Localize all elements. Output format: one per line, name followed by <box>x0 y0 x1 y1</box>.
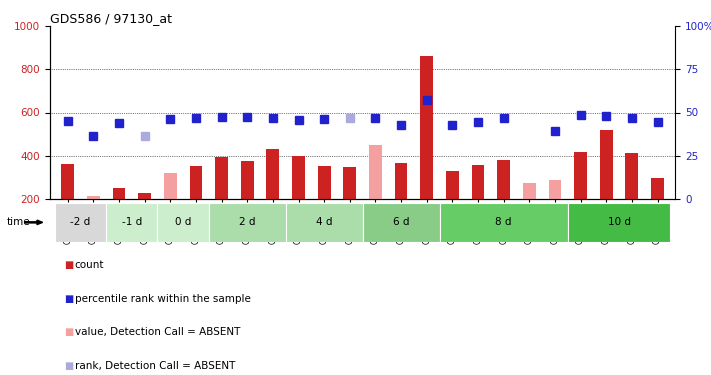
Bar <box>548 180 562 199</box>
Bar <box>55 202 106 242</box>
Bar <box>369 145 382 199</box>
Bar <box>420 57 433 199</box>
Bar <box>395 163 407 199</box>
Text: 8 d: 8 d <box>496 217 512 227</box>
Text: -2 d: -2 d <box>70 217 91 227</box>
Bar <box>61 164 74 199</box>
Bar <box>157 202 209 242</box>
Text: ■: ■ <box>64 260 73 270</box>
Bar <box>600 130 613 199</box>
Text: 2 d: 2 d <box>239 217 255 227</box>
Text: rank, Detection Call = ABSENT: rank, Detection Call = ABSENT <box>75 361 235 371</box>
Text: -1 d: -1 d <box>122 217 142 227</box>
Bar <box>241 161 254 199</box>
Bar <box>626 153 638 199</box>
Text: percentile rank within the sample: percentile rank within the sample <box>75 294 250 304</box>
Bar <box>190 166 203 199</box>
Bar <box>523 183 535 199</box>
Bar <box>651 178 664 199</box>
Bar <box>286 202 363 242</box>
Text: GDS586 / 97130_at: GDS586 / 97130_at <box>50 12 172 25</box>
Text: time: time <box>7 217 31 227</box>
Bar <box>209 202 286 242</box>
Text: 0 d: 0 d <box>175 217 191 227</box>
Bar <box>292 156 305 199</box>
Bar <box>106 202 157 242</box>
Text: ■: ■ <box>64 294 73 304</box>
Text: 4 d: 4 d <box>316 217 333 227</box>
Bar <box>318 166 331 199</box>
Text: value, Detection Call = ABSENT: value, Detection Call = ABSENT <box>75 327 240 338</box>
Bar <box>138 194 151 199</box>
Bar <box>164 173 177 199</box>
Text: 6 d: 6 d <box>392 217 410 227</box>
Bar <box>343 168 356 199</box>
Bar <box>363 202 439 242</box>
Text: 10 d: 10 d <box>607 217 631 227</box>
Bar <box>87 195 100 199</box>
Bar <box>112 188 125 199</box>
Text: count: count <box>75 260 104 270</box>
Bar <box>267 149 279 199</box>
Bar <box>568 202 670 242</box>
Bar <box>439 202 568 242</box>
Bar <box>215 157 228 199</box>
Text: ■: ■ <box>64 327 73 338</box>
Bar <box>497 160 510 199</box>
Text: ■: ■ <box>64 361 73 371</box>
Bar <box>446 171 459 199</box>
Bar <box>471 165 484 199</box>
Bar <box>574 152 587 199</box>
